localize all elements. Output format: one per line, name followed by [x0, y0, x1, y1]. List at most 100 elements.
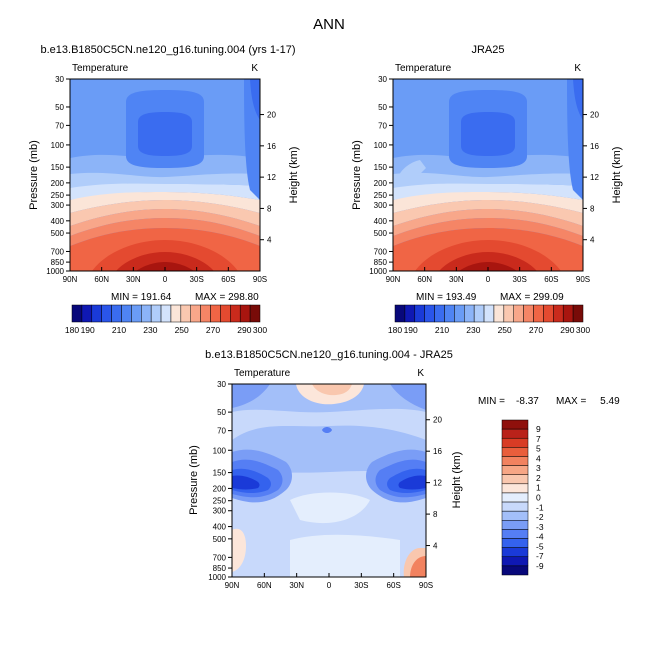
height-tick-label: 20	[267, 111, 276, 120]
colorbar-swatch	[501, 456, 529, 466]
model-field	[70, 79, 260, 271]
pressure-tick-label: 1000	[208, 573, 226, 582]
height-tick-label: 12	[590, 173, 599, 182]
colorbar-label: 5	[536, 444, 541, 454]
colorbar-swatch	[473, 304, 485, 323]
colorbar-swatch	[190, 304, 201, 323]
height-tick-label: 12	[433, 479, 442, 488]
diff-y2-axis: 4 8 12 16 20	[426, 416, 442, 551]
obs-max-label: MAX = 299.09	[500, 292, 564, 303]
pressure-tick-label: 300	[51, 201, 65, 210]
obs-title: JRA25	[471, 44, 504, 56]
height-tick-label: 4	[433, 542, 438, 551]
pressure-tick-label: 100	[51, 141, 65, 150]
colorbar-swatch	[533, 304, 544, 323]
pressure-tick-label: 30	[217, 380, 226, 389]
colorbar-label: 270	[529, 325, 543, 335]
colorbar-label: 270	[206, 325, 220, 335]
diff-field	[232, 384, 426, 577]
latitude-tick-label: 90N	[63, 275, 78, 284]
colorbar-label: 250	[175, 325, 189, 335]
colorbar-label: 2	[536, 473, 541, 483]
colorbar-swatch	[111, 304, 122, 323]
colorbar-swatch	[220, 304, 231, 323]
obs-units-label: K	[574, 63, 581, 74]
obs-y2-axis: 4 8 12 16 20	[583, 111, 599, 245]
model-variable-label: Temperature	[72, 63, 129, 74]
colorbar-label: 300	[576, 325, 590, 335]
colorbar-swatch	[404, 304, 416, 323]
latitude-tick-label: 0	[486, 275, 491, 284]
obs-colorbar: 180 190 210 230 250 270 290 300	[388, 304, 590, 335]
colorbar-swatch	[394, 304, 406, 323]
pressure-tick-label: 100	[213, 446, 227, 455]
colorbar-label: 1	[536, 483, 541, 493]
pressure-tick-label: 50	[55, 103, 64, 112]
colorbar-label: 190	[81, 325, 95, 335]
colorbar-swatch	[572, 304, 584, 323]
pressure-tick-label: 70	[55, 121, 64, 130]
latitude-tick-label: 60S	[221, 275, 235, 284]
latitude-tick-label: 30N	[449, 275, 464, 284]
colorbar-swatch	[483, 304, 495, 323]
colorbar-swatch	[513, 304, 524, 323]
colorbar-label: -5	[536, 541, 544, 551]
colorbar-label: 9	[536, 424, 541, 434]
model-y2-axis: 4 8 12 16 20	[260, 111, 276, 245]
pressure-tick-label: 100	[374, 141, 388, 150]
obs-panel: JRA25 Temperature K 30507010015020025030…	[351, 44, 623, 335]
colorbar-label: -3	[536, 522, 544, 532]
latitude-tick-label: 60N	[417, 275, 432, 284]
colorbar-swatch	[71, 304, 83, 323]
diff-units-label: K	[417, 368, 424, 379]
obs-ylabel: Pressure (mb)	[351, 140, 363, 210]
pressure-tick-label: 400	[51, 217, 65, 226]
pressure-tick-label: 400	[374, 217, 388, 226]
diff-y2label: Height (km)	[451, 452, 463, 509]
pressure-tick-label: 200	[213, 484, 227, 493]
colorbar-swatch	[501, 510, 529, 521]
colorbar-swatch	[501, 465, 529, 475]
colorbar-swatch	[501, 492, 529, 503]
latitude-tick-label: 60N	[94, 275, 109, 284]
colorbar-swatch	[501, 419, 529, 430]
model-title: b.e13.B1850C5CN.ne120_g16.tuning.004 (yr…	[40, 44, 295, 56]
diff-title: b.e13.B1850C5CN.ne120_g16.tuning.004 - J…	[205, 349, 453, 361]
colorbar-swatch	[501, 547, 529, 558]
obs-variable-label: Temperature	[395, 63, 452, 74]
colorbar-swatch	[200, 304, 211, 323]
latitude-tick-label: 60S	[544, 275, 558, 284]
pressure-tick-label: 70	[378, 121, 387, 130]
height-tick-label: 20	[433, 416, 442, 425]
diff-ylabel: Pressure (mb)	[188, 445, 200, 515]
pressure-tick-label: 150	[213, 469, 227, 478]
pressure-tick-label: 300	[374, 201, 388, 210]
colorbar-swatch	[501, 483, 529, 494]
model-panel: b.e13.B1850C5CN.ne120_g16.tuning.004 (yr…	[28, 44, 300, 335]
diff-min-label: MIN = -8.37	[478, 396, 539, 407]
colorbar-swatch	[501, 447, 529, 457]
diff-max-label: MAX = 5.49	[556, 396, 620, 407]
colorbar-swatch	[131, 304, 142, 323]
colorbar-swatch	[121, 304, 132, 323]
height-tick-label: 8	[433, 510, 438, 519]
pressure-tick-label: 70	[217, 427, 226, 436]
colorbar-label: 230	[143, 325, 157, 335]
pressure-tick-label: 150	[374, 163, 388, 172]
pressure-tick-label: 1000	[46, 267, 64, 276]
colorbar-swatch	[160, 304, 172, 323]
colorbar-label: 290	[237, 325, 251, 335]
colorbar-swatch	[424, 304, 435, 323]
colorbar-swatch	[210, 304, 221, 323]
height-tick-label: 20	[590, 111, 599, 120]
pressure-tick-label: 200	[51, 179, 65, 188]
model-min-label: MIN = 191.64	[111, 292, 172, 303]
obs-y2label: Height (km)	[611, 147, 623, 204]
pressure-tick-label: 30	[55, 75, 64, 84]
colorbar-swatch	[180, 304, 191, 323]
colorbar-swatch	[493, 304, 505, 323]
pressure-tick-label: 30	[378, 75, 387, 84]
pressure-tick-label: 700	[51, 247, 65, 256]
colorbar-swatch	[503, 304, 514, 323]
